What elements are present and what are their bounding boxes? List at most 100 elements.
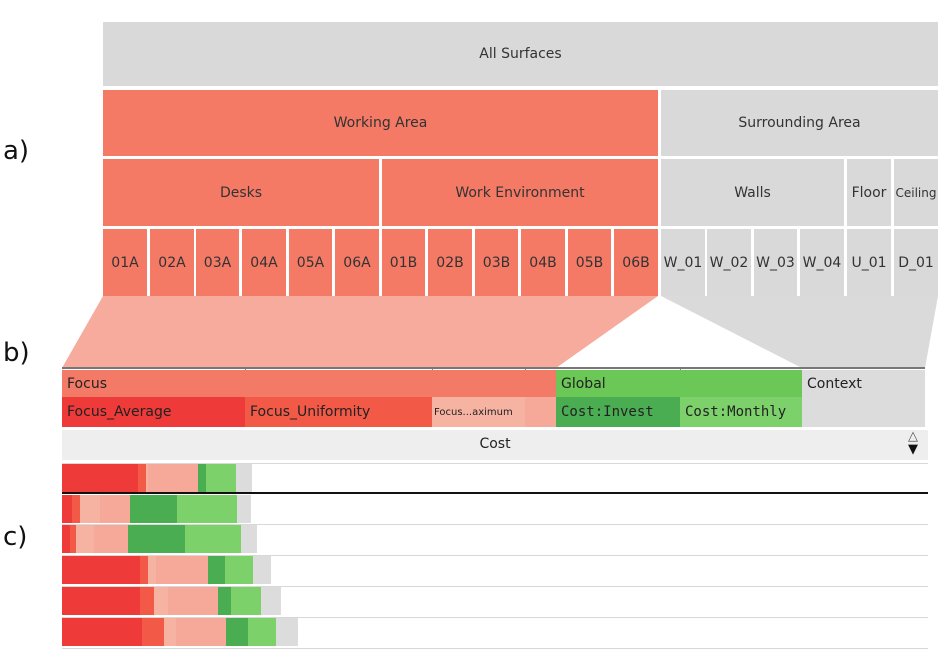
leaf-w_03[interactable]: W_03 <box>754 229 797 296</box>
bar-segment-row6-cost-monthly[interactable] <box>248 618 276 646</box>
bar-segment-row6-focus-extra[interactable] <box>176 618 226 646</box>
bar-segment-row6-cost-invest[interactable] <box>226 618 248 646</box>
bar-segment-row4-cost-monthly[interactable] <box>225 556 253 584</box>
bar-segment-row5-focus-uniformity[interactable] <box>140 587 154 615</box>
bar-segment-row2-focus-aximum[interactable] <box>80 495 100 523</box>
bar-segment-row3-context[interactable] <box>241 525 257 553</box>
row-divider <box>62 617 928 618</box>
sort-bar[interactable]: Cost △ ▼ <box>62 430 928 460</box>
bar-segment-row5-cost-invest[interactable] <box>218 587 231 615</box>
sort-toggle-icon[interactable]: △ ▼ <box>908 429 918 457</box>
hierarchy-ceiling[interactable]: Ceiling <box>894 159 938 226</box>
bar-segment-row2-cost-invest[interactable] <box>130 495 177 523</box>
bar-segment-row4-context[interactable] <box>253 556 271 584</box>
bar-segment-row1-cost-monthly[interactable] <box>206 464 236 492</box>
bar-segment-row6-focus-uniformity[interactable] <box>142 618 164 646</box>
criterion-context[interactable] <box>802 397 925 427</box>
leaf-w_01[interactable]: W_01 <box>661 229 705 296</box>
bar-segment-row3-focus-extra[interactable] <box>94 525 128 553</box>
leaf-u_01[interactable]: U_01 <box>847 229 891 296</box>
group-divider <box>525 368 526 370</box>
leaf-03a[interactable]: 03A <box>196 229 239 296</box>
bar-segment-row6-focus-aximum[interactable] <box>164 618 176 646</box>
row-divider <box>62 524 928 525</box>
bar-segment-row4-focus-extra[interactable] <box>156 556 208 584</box>
group-divider <box>245 368 246 370</box>
leaf-04b[interactable]: 04B <box>521 229 565 296</box>
hierarchy-root[interactable]: All Surfaces <box>103 22 938 86</box>
bar-segment-row5-context[interactable] <box>261 587 281 615</box>
leaf-06b[interactable]: 06B <box>614 229 658 296</box>
bar-segment-row3-cost-monthly[interactable] <box>185 525 241 553</box>
bar-segment-row4-focus-average[interactable] <box>62 556 140 584</box>
bar-segment-row2-cost-monthly[interactable] <box>177 495 237 523</box>
leaf-w_02[interactable]: W_02 <box>707 229 751 296</box>
bar-segment-row3-focus-aximum[interactable] <box>76 525 94 553</box>
group-divider <box>432 368 433 370</box>
bar-segment-row3-cost-invest[interactable] <box>128 525 185 553</box>
panel-label-a: a) <box>3 136 30 166</box>
leaf-05a[interactable]: 05A <box>289 229 332 296</box>
bar-segment-row4-focus-aximum[interactable] <box>148 556 156 584</box>
header-top-line <box>62 367 925 369</box>
context-funnel <box>661 296 938 368</box>
criterion-cost-monthly[interactable]: Cost:Monthly <box>680 397 802 427</box>
group-focus[interactable]: Focus <box>62 370 556 397</box>
sort-label: Cost <box>479 436 511 452</box>
bar-segment-row1-cost-invest[interactable] <box>198 464 206 492</box>
hierarchy-surrounding-area[interactable]: Surrounding Area <box>661 90 938 156</box>
hierarchy-working-area[interactable]: Working Area <box>103 90 658 156</box>
criterion-cost-invest[interactable]: Cost:Invest <box>556 397 680 427</box>
row-divider <box>62 463 928 464</box>
leaf-d_01[interactable]: D_01 <box>894 229 938 296</box>
leaf-02b[interactable]: 02B <box>428 229 472 296</box>
hierarchy-desks[interactable]: Desks <box>103 159 379 226</box>
group-context[interactable]: Context <box>802 370 925 397</box>
bar-segment-row1-focus-extra[interactable] <box>148 464 198 492</box>
group-global[interactable]: Global <box>556 370 802 397</box>
leaf-05b[interactable]: 05B <box>568 229 611 296</box>
panel-label-c: c) <box>3 522 28 552</box>
bar-segment-row3-focus-uniformity[interactable] <box>70 525 76 553</box>
focus-funnel <box>62 296 658 368</box>
bar-segment-row3-focus-average[interactable] <box>62 525 70 553</box>
criterion-focus-extra[interactable] <box>525 397 556 427</box>
current-selection-line <box>62 492 928 494</box>
bar-segment-row4-cost-invest[interactable] <box>208 556 225 584</box>
hierarchy-walls[interactable]: Walls <box>661 159 844 226</box>
leaf-w_04[interactable]: W_04 <box>800 229 844 296</box>
row-divider <box>62 648 928 649</box>
leaf-01a[interactable]: 01A <box>103 229 147 296</box>
criterion-focus-uniformity[interactable]: Focus_Uniformity <box>245 397 432 427</box>
bar-segment-row2-focus-uniformity[interactable] <box>72 495 80 523</box>
bar-segment-row5-focus-aximum[interactable] <box>154 587 168 615</box>
bar-segment-row2-context[interactable] <box>237 495 251 523</box>
leaf-04a[interactable]: 04A <box>242 229 286 296</box>
criterion-focus-average[interactable]: Focus_Average <box>62 397 245 427</box>
leaf-02a[interactable]: 02A <box>150 229 194 296</box>
bar-segment-row4-focus-uniformity[interactable] <box>140 556 148 584</box>
panel-label-b: b) <box>3 338 30 368</box>
leaf-06a[interactable]: 06A <box>335 229 379 296</box>
bar-segment-row5-cost-monthly[interactable] <box>231 587 261 615</box>
bar-segment-row2-focus-extra[interactable] <box>100 495 130 523</box>
hierarchy-floor[interactable]: Floor <box>847 159 891 226</box>
bar-segment-row1-context[interactable] <box>236 464 252 492</box>
bar-segment-row6-focus-average[interactable] <box>62 618 142 646</box>
row-divider <box>62 586 928 587</box>
hierarchy-work-environment[interactable]: Work Environment <box>382 159 658 226</box>
bar-segment-row2-focus-average[interactable] <box>62 495 72 523</box>
bar-segment-row5-focus-extra[interactable] <box>168 587 218 615</box>
row-divider <box>62 555 928 556</box>
bar-segment-row1-focus-uniformity[interactable] <box>138 464 146 492</box>
criterion-focus-maximum[interactable]: Focus...aximum <box>432 397 525 427</box>
leaf-03b[interactable]: 03B <box>475 229 518 296</box>
bar-segment-row5-focus-average[interactable] <box>62 587 140 615</box>
group-divider <box>680 368 681 370</box>
leaf-01b[interactable]: 01B <box>382 229 425 296</box>
bar-segment-row1-focus-average[interactable] <box>62 464 138 492</box>
bar-segment-row6-context[interactable] <box>276 618 298 646</box>
bar-segment-row1-focus-aximum[interactable] <box>146 464 148 492</box>
